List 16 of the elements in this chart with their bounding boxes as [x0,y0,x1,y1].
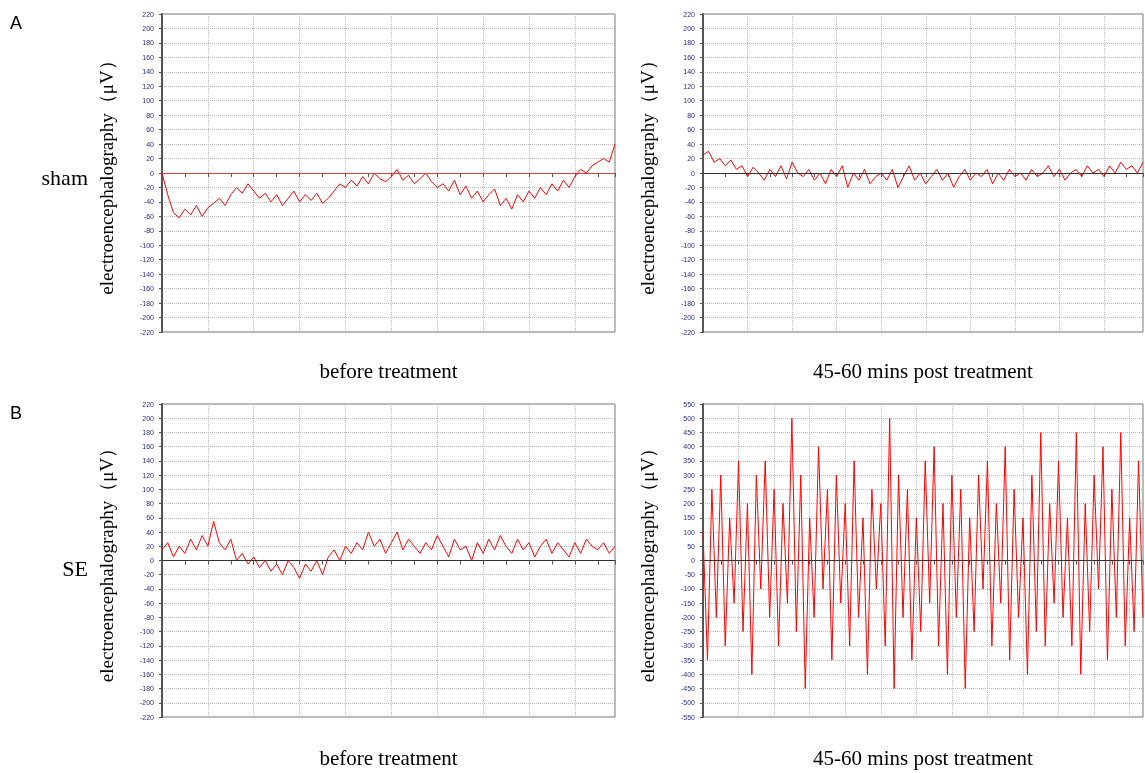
y-axis-title: electroencephalography（μV） [96,51,117,295]
line-series [161,143,616,219]
text: sham [41,164,89,190]
text: B [10,403,23,423]
y-axis-title: electroencephalography（μV） [96,438,117,683]
line-series [702,417,1144,690]
x-axis-title: 45-60 mins post treatment [813,745,1034,770]
text: A [10,13,23,33]
y-axis-title: electroencephalography（μV） [637,51,658,295]
line-series [161,520,616,579]
line-series [702,150,1144,188]
text: SE [62,555,89,581]
x-axis-title: before treatment [319,358,458,383]
x-axis-title: 45-60 mins post treatment [813,358,1034,383]
y-axis-title: electroencephalography（μV） [637,438,658,683]
x-axis-title: before treatment [319,745,458,770]
